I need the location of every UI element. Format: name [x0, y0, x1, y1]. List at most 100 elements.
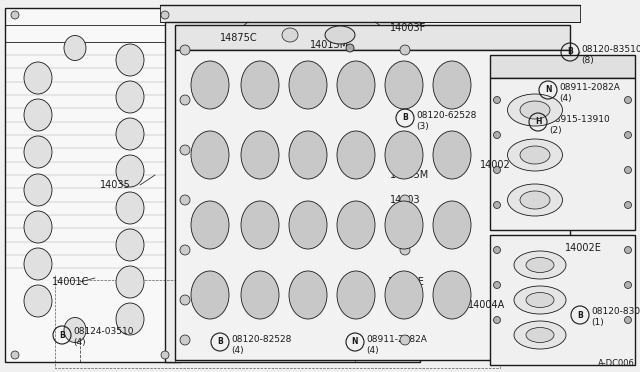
Ellipse shape	[180, 295, 190, 305]
Bar	[444, 5, 456, 17]
Text: 14003: 14003	[390, 195, 420, 205]
Text: B: B	[59, 330, 65, 340]
Ellipse shape	[346, 44, 354, 52]
Text: 14002E: 14002E	[565, 243, 602, 253]
Ellipse shape	[400, 295, 410, 305]
Ellipse shape	[514, 286, 566, 314]
Ellipse shape	[400, 195, 410, 205]
Polygon shape	[165, 22, 420, 362]
Ellipse shape	[24, 99, 52, 131]
Text: 08120-82528: 08120-82528	[231, 334, 291, 343]
Ellipse shape	[337, 131, 375, 179]
Polygon shape	[175, 50, 570, 360]
Ellipse shape	[289, 61, 327, 109]
Bar	[203, 213, 238, 268]
Ellipse shape	[400, 45, 410, 55]
Ellipse shape	[24, 62, 52, 94]
Text: (4): (4)	[73, 339, 86, 347]
Ellipse shape	[11, 351, 19, 359]
Ellipse shape	[116, 229, 144, 261]
Ellipse shape	[493, 131, 500, 138]
Bar	[358, 128, 393, 183]
Ellipse shape	[116, 192, 144, 224]
Ellipse shape	[180, 195, 190, 205]
Ellipse shape	[116, 155, 144, 187]
Ellipse shape	[385, 201, 423, 249]
Ellipse shape	[180, 45, 190, 55]
Bar	[204, 5, 216, 17]
Bar	[203, 43, 238, 98]
Text: (4): (4)	[559, 93, 572, 103]
Ellipse shape	[625, 247, 632, 253]
Text: N: N	[545, 86, 551, 94]
Bar	[203, 128, 238, 183]
Text: 14013M: 14013M	[310, 40, 349, 50]
Ellipse shape	[400, 95, 410, 105]
Text: (8): (8)	[581, 55, 594, 64]
Ellipse shape	[241, 271, 279, 319]
Ellipse shape	[337, 201, 375, 249]
Bar	[203, 293, 238, 348]
Ellipse shape	[116, 266, 144, 298]
Text: (4): (4)	[366, 346, 379, 355]
Text: 14004A: 14004A	[468, 300, 505, 310]
Ellipse shape	[289, 131, 327, 179]
Polygon shape	[490, 55, 635, 78]
Ellipse shape	[24, 248, 52, 280]
Bar	[358, 213, 393, 268]
Polygon shape	[490, 78, 635, 230]
Ellipse shape	[180, 95, 190, 105]
Ellipse shape	[433, 131, 471, 179]
Text: 14003F: 14003F	[390, 23, 426, 33]
Text: (4): (4)	[231, 346, 244, 355]
Ellipse shape	[493, 96, 500, 103]
Ellipse shape	[191, 131, 229, 179]
Ellipse shape	[625, 282, 632, 289]
Bar	[283, 213, 318, 268]
Text: (2): (2)	[549, 125, 562, 135]
Ellipse shape	[180, 335, 190, 345]
Text: 14035M: 14035M	[390, 170, 429, 180]
Ellipse shape	[385, 61, 423, 109]
Ellipse shape	[508, 139, 563, 171]
Ellipse shape	[514, 321, 566, 349]
Text: 08120-83510: 08120-83510	[581, 45, 640, 54]
Text: H: H	[535, 118, 541, 126]
Ellipse shape	[337, 61, 375, 109]
Ellipse shape	[520, 191, 550, 209]
Ellipse shape	[385, 131, 423, 179]
Ellipse shape	[180, 245, 190, 255]
Ellipse shape	[116, 118, 144, 150]
Text: B: B	[217, 337, 223, 346]
Ellipse shape	[241, 61, 279, 109]
Bar	[504, 5, 516, 17]
Ellipse shape	[493, 247, 500, 253]
Bar	[283, 293, 318, 348]
Ellipse shape	[289, 201, 327, 249]
Ellipse shape	[493, 167, 500, 173]
Ellipse shape	[433, 271, 471, 319]
Text: B: B	[567, 48, 573, 57]
Ellipse shape	[400, 145, 410, 155]
Ellipse shape	[493, 282, 500, 289]
Ellipse shape	[191, 271, 229, 319]
Ellipse shape	[191, 201, 229, 249]
Text: 14001C: 14001C	[52, 277, 90, 287]
Ellipse shape	[625, 96, 632, 103]
Ellipse shape	[400, 335, 410, 345]
Polygon shape	[175, 25, 570, 50]
Ellipse shape	[241, 131, 279, 179]
Ellipse shape	[508, 184, 563, 216]
Text: N: N	[352, 337, 358, 346]
Text: 14035: 14035	[100, 180, 131, 190]
Ellipse shape	[433, 201, 471, 249]
Ellipse shape	[325, 26, 355, 44]
Ellipse shape	[180, 145, 190, 155]
Text: 08120-83028: 08120-83028	[591, 308, 640, 317]
Ellipse shape	[520, 101, 550, 119]
Ellipse shape	[116, 303, 144, 335]
Bar	[384, 5, 396, 17]
Ellipse shape	[625, 202, 632, 208]
Ellipse shape	[161, 11, 169, 19]
Ellipse shape	[24, 211, 52, 243]
